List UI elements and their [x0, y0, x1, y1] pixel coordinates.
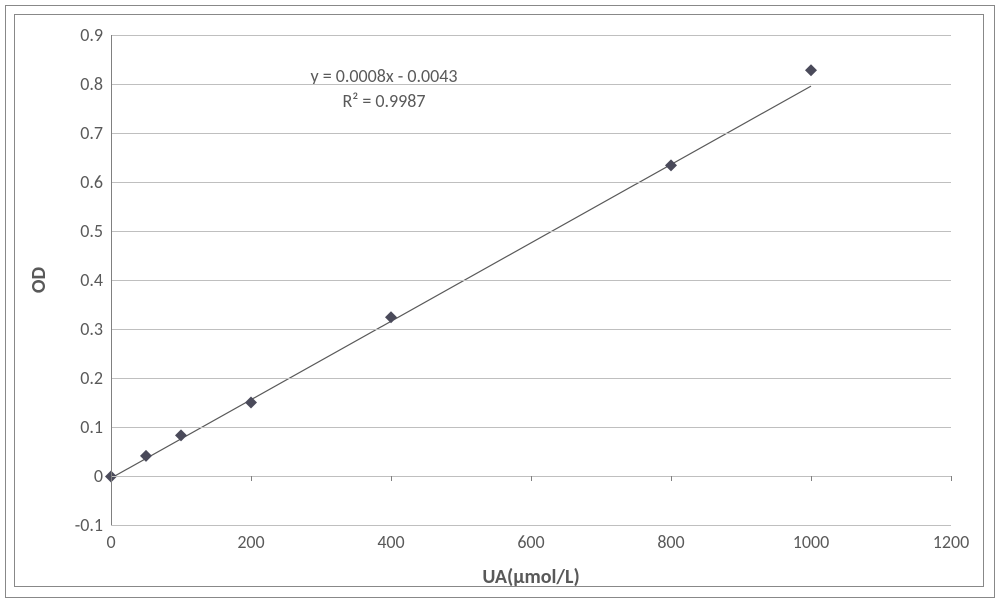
gridline-h — [111, 84, 951, 85]
gridline-h — [111, 427, 951, 428]
gridline-h — [111, 280, 951, 281]
x-tick-label: 200 — [237, 531, 264, 553]
regression-equation: y = 0.0008x - 0.0043 — [310, 64, 457, 88]
x-tick-label: 400 — [377, 531, 404, 553]
trendline — [111, 86, 811, 478]
gridline-h — [111, 378, 951, 379]
y-tick-label: 0.6 — [80, 171, 103, 193]
gridline-h — [111, 35, 951, 36]
chart-outer-border: y = 0.0008x - 0.0043 R² = 0.9987 UA(µmol… — [5, 5, 995, 598]
y-tick-label: 0.5 — [80, 220, 103, 242]
gridline-h — [111, 329, 951, 330]
y-tick-label: -0.1 — [75, 514, 103, 536]
x-tick-label: 600 — [517, 531, 544, 553]
data-point-diamond-icon — [665, 159, 677, 171]
y-tick-label: 0 — [94, 465, 103, 487]
x-tick-mark — [251, 476, 252, 481]
y-tick-label: 0.3 — [80, 318, 103, 340]
gridline-h — [111, 525, 951, 526]
y-tick-label: 0.9 — [80, 24, 103, 46]
x-tick-mark — [951, 476, 952, 481]
y-tick-label: 0.2 — [80, 367, 103, 389]
y-tick-label: 0.1 — [80, 416, 103, 438]
regression-r2: R² = 0.9987 — [310, 89, 457, 113]
x-tick-label: 800 — [657, 531, 684, 553]
x-tick-label: 1200 — [933, 531, 970, 553]
plot-area: y = 0.0008x - 0.0043 R² = 0.9987 UA(µmol… — [111, 35, 951, 525]
data-point-diamond-icon — [805, 64, 817, 76]
data-point-diamond-icon — [140, 450, 152, 462]
x-tick-label: 0 — [106, 531, 115, 553]
x-tick-mark — [391, 476, 392, 481]
gridline-h — [111, 133, 951, 134]
x-tick-mark — [811, 476, 812, 481]
x-tick-label: 1000 — [793, 531, 830, 553]
regression-annotation: y = 0.0008x - 0.0043 R² = 0.9987 — [310, 64, 457, 113]
data-point-diamond-icon — [245, 397, 257, 409]
y-axis-line — [111, 35, 112, 525]
y-tick-label: 0.4 — [80, 269, 103, 291]
x-tick-mark — [111, 476, 112, 481]
data-point-diamond-icon — [175, 429, 187, 441]
gridline-h — [111, 231, 951, 232]
x-tick-mark — [531, 476, 532, 481]
x-tick-mark — [671, 476, 672, 481]
gridline-h — [111, 182, 951, 183]
chart-inner-border: y = 0.0008x - 0.0043 R² = 0.9987 UA(µmol… — [14, 14, 984, 587]
y-tick-label: 0.8 — [80, 73, 103, 95]
y-axis-title: OD — [27, 267, 51, 293]
x-axis-title: UA(µmol/L) — [482, 565, 579, 589]
data-point-diamond-icon — [385, 311, 397, 323]
y-tick-label: 0.7 — [80, 122, 103, 144]
